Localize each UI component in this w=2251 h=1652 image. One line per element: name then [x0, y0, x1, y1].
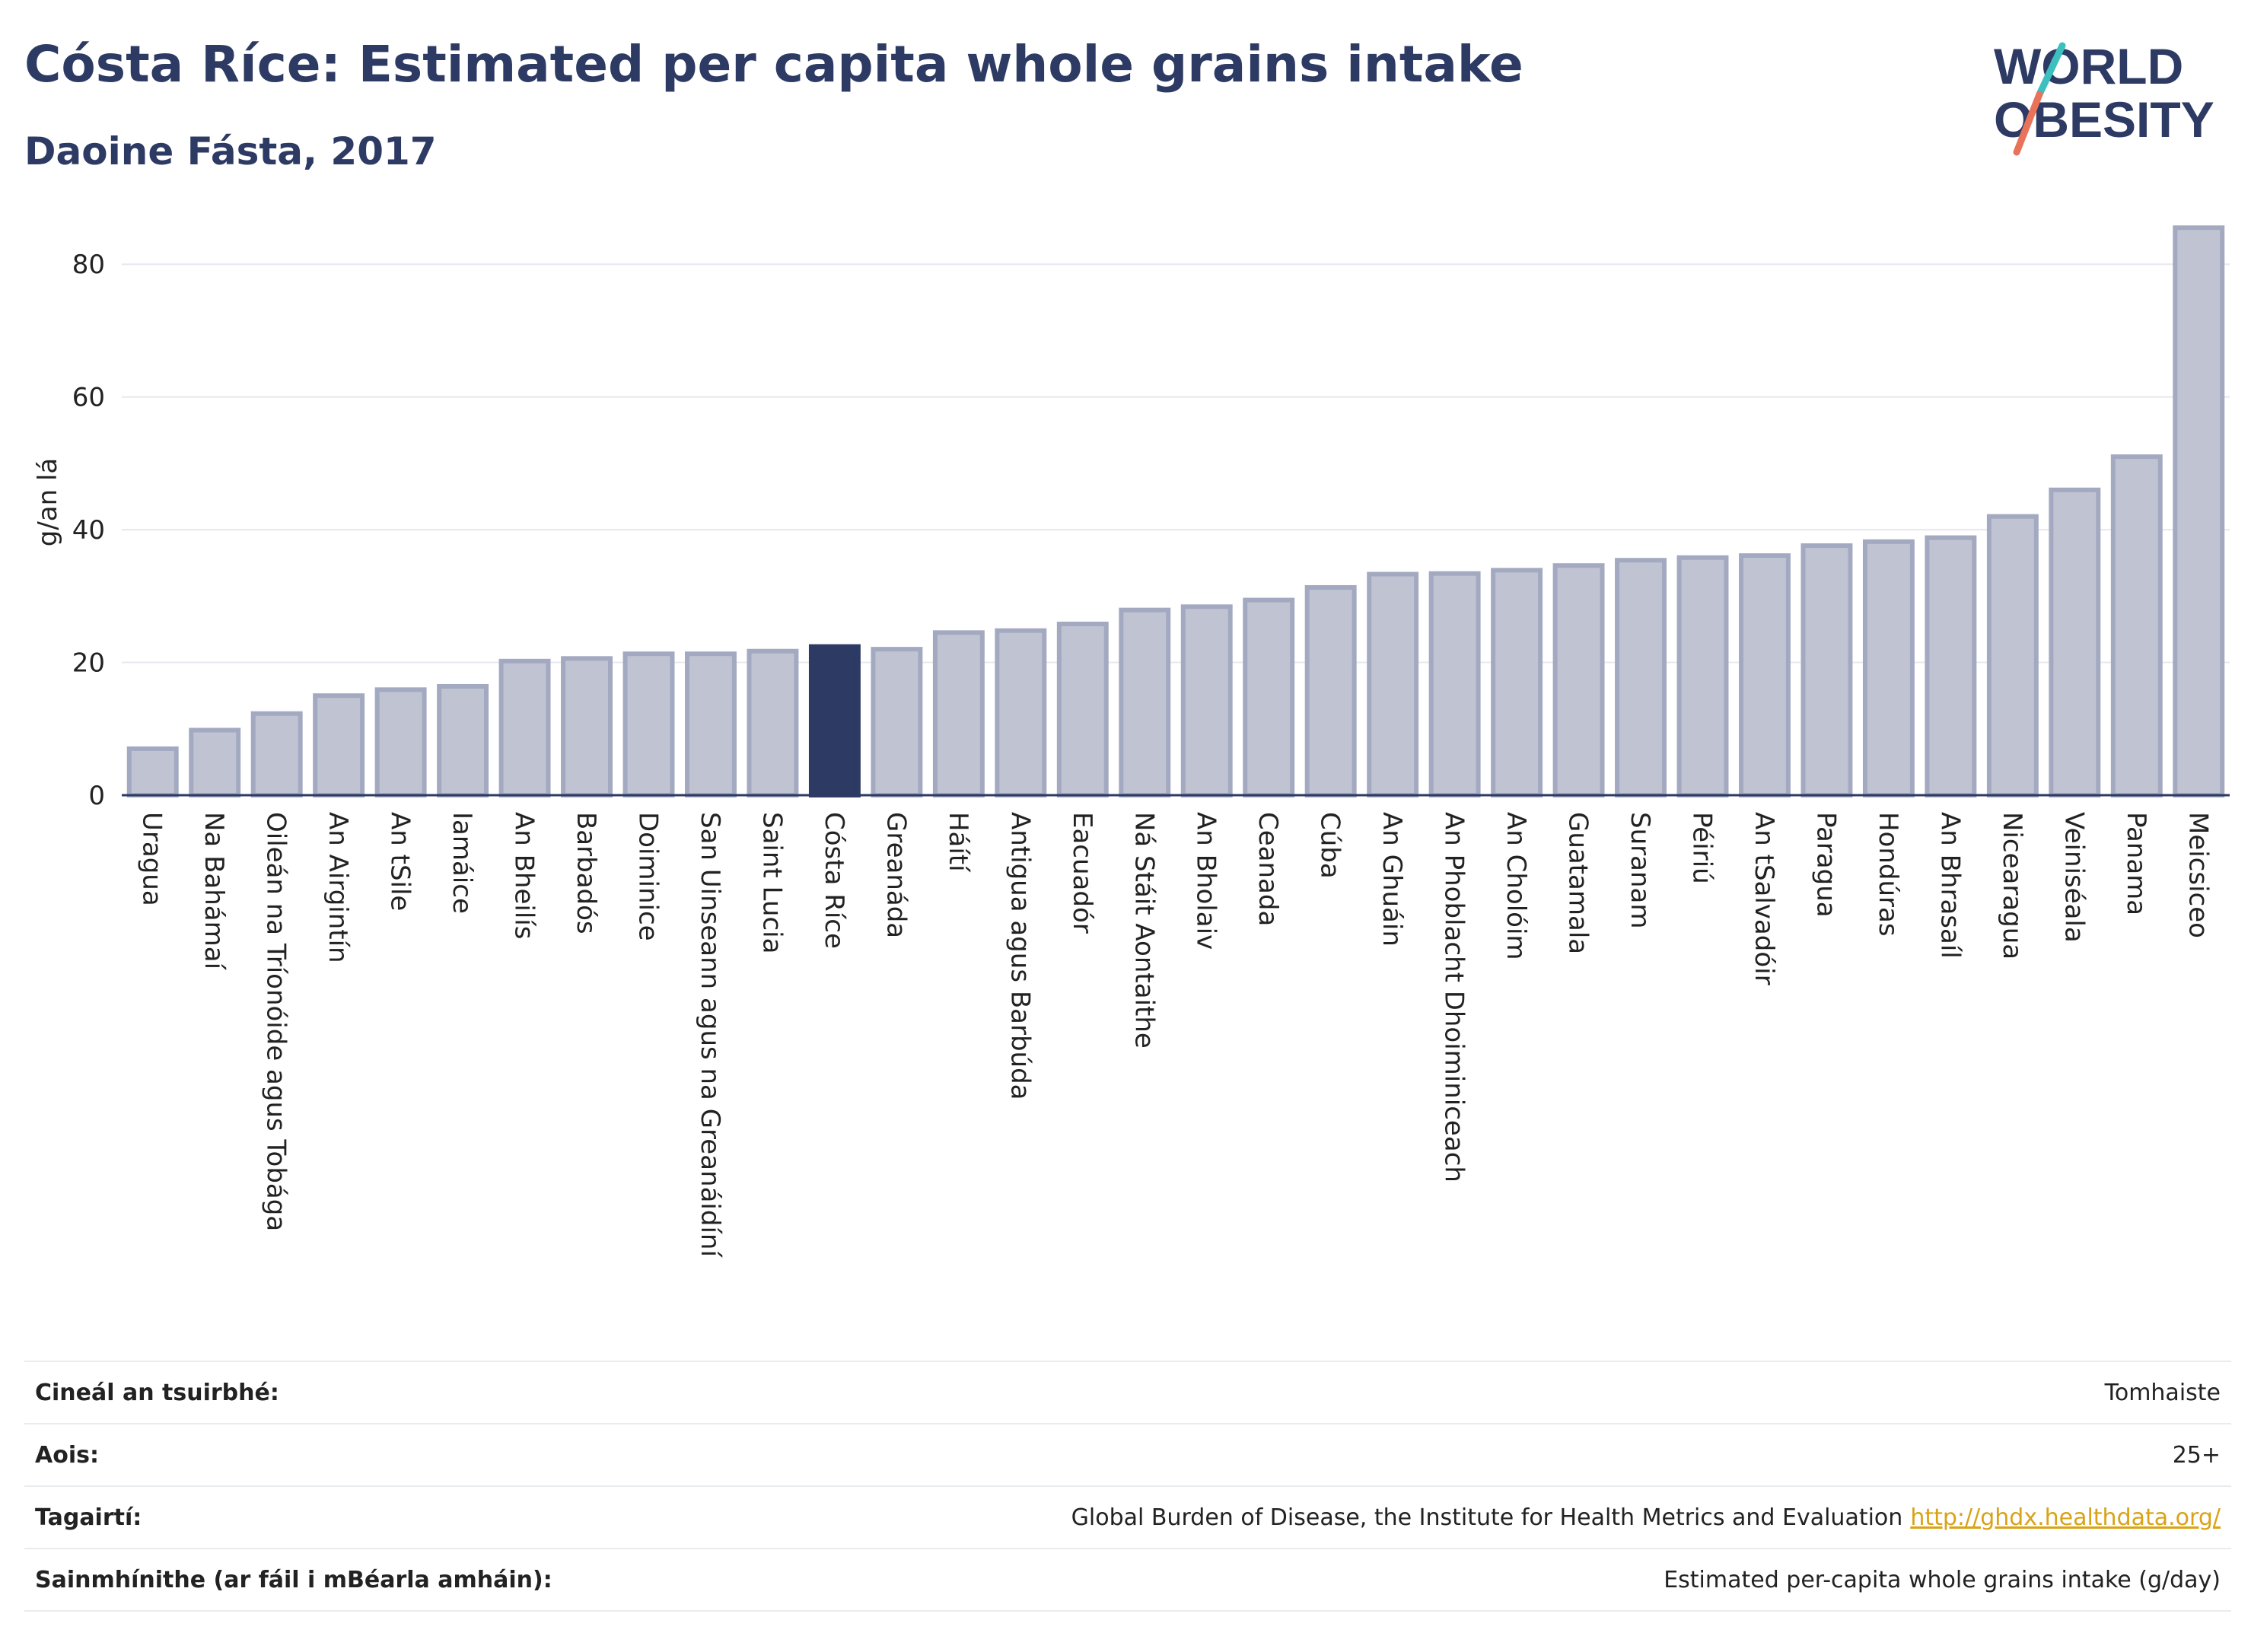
bar[interactable] [747, 648, 799, 797]
info-row-age: Aois: 25+ [24, 1423, 2231, 1486]
bar-chart: 0 20 40 60 80 Uragua Na Bahámaí Oileán na Trío… [33, 225, 2230, 1258]
y-tick-label: 60 [72, 383, 105, 413]
bar[interactable] [1056, 621, 1109, 798]
x-tick-label: Saint Lucia [756, 812, 787, 953]
bar[interactable] [250, 711, 303, 798]
bar[interactable] [561, 656, 613, 797]
info-row-references: Tagairtí: Global Burden of Disease, the … [24, 1485, 2231, 1549]
reference-link[interactable]: http://ghdx.healthdata.org/ [1910, 1504, 2221, 1531]
bar[interactable] [437, 683, 489, 798]
chart-subtitle: Daoine Fásta, 2017 [24, 129, 437, 173]
bar[interactable] [1800, 543, 1853, 797]
y-tick-label: 20 [72, 648, 105, 679]
bar[interactable] [1180, 604, 1233, 797]
bar[interactable] [126, 746, 179, 798]
x-tick-label: Péiriú [1687, 812, 1718, 884]
x-tick-label: Guatamala [1563, 812, 1594, 954]
bar[interactable] [2173, 225, 2225, 797]
x-tick-label: An Phoblacht Dhoiminiceach [1439, 812, 1469, 1183]
x-tick-label: An Airgintín [323, 812, 353, 963]
x-tick-label: Oileán na Tríonóide agus Tobága [261, 812, 291, 1231]
x-tick-label: An Bhrasaíl [1934, 812, 1965, 959]
bar[interactable] [313, 693, 365, 798]
info-value: Global Burden of Disease, the Institute … [1071, 1504, 1903, 1531]
info-label: Cineál an tsuirbhé: [24, 1361, 720, 1424]
x-tick-label: Cúba [1315, 812, 1345, 879]
bar[interactable] [1676, 555, 1729, 797]
bar[interactable] [1428, 571, 1481, 798]
info-label: Sainmhínithe (ar fáil i mBéarla amháin): [24, 1548, 720, 1612]
x-tick-label: Eacuadór [1067, 812, 1097, 934]
bar[interactable] [498, 658, 551, 797]
bar[interactable] [1119, 607, 1171, 798]
x-tick-label: An Cholóim [1501, 812, 1531, 960]
y-tick-label: 80 [72, 250, 105, 280]
x-tick-label: Hondúras [1873, 812, 1903, 937]
x-tick-label: Ná Stáit Aontaithe [1129, 812, 1159, 1049]
x-tick-label: Na Bahámaí [199, 812, 229, 971]
world-obesity-logo: WORLD OBESITY [1994, 38, 2214, 156]
bar[interactable] [1243, 597, 1295, 797]
y-tick-label: 0 [88, 781, 105, 811]
logo-text-world: WORLD [1994, 38, 2183, 94]
x-tick-label: Greanáda [880, 812, 911, 938]
x-tick-label: Cósta Ríce [819, 812, 849, 949]
info-value: Tomhaiste [719, 1361, 2231, 1424]
y-tick-label: 40 [72, 515, 105, 546]
x-tick-label: Nicearagua [1997, 812, 2027, 960]
bar[interactable] [1739, 553, 1791, 798]
info-label: Aois: [24, 1423, 720, 1486]
bar[interactable] [1925, 535, 1977, 797]
info-row-survey-type: Cineál an tsuirbhé: Tomhaiste [24, 1361, 2231, 1424]
logo-slash-teal [2036, 42, 2066, 98]
bar[interactable] [189, 727, 241, 797]
bar[interactable] [1615, 558, 1667, 797]
bar[interactable] [374, 687, 427, 797]
info-label: Tagairtí: [24, 1485, 720, 1549]
x-tick-label: Veiniséala [2058, 812, 2089, 943]
x-tick-label: Doiminice [633, 812, 664, 941]
info-value: 25+ [719, 1423, 2231, 1486]
bar[interactable] [995, 628, 1047, 798]
x-tick-label: Antigua agus Barbúda [1005, 812, 1035, 1100]
x-axis-labels: Uragua Na Bahámaí Oileán na Tríonóide agus… [137, 812, 2214, 1258]
bar[interactable] [2110, 454, 2163, 798]
x-tick-label: An tSile [385, 812, 415, 911]
bar[interactable] [622, 651, 675, 798]
x-tick-label: An Bholaiv [1191, 812, 1221, 950]
logo-slash-coral [2013, 91, 2043, 156]
x-tick-label: Panama [2121, 812, 2151, 915]
bar[interactable] [1862, 539, 1915, 797]
x-tick-label: Paragua [1810, 812, 1841, 918]
bar[interactable] [2049, 487, 2101, 797]
x-tick-label: Meicsiceo [2183, 812, 2213, 938]
x-tick-label: An Bheilís [509, 812, 540, 939]
x-tick-label: Ceanada [1253, 812, 1283, 926]
chart-title: Cósta Ríce: Estimated per capita whole g… [24, 35, 1523, 94]
x-tick-label: Uragua [137, 812, 167, 906]
x-tick-label: Háítí [943, 812, 973, 873]
x-tick-label: An Ghuáin [1377, 812, 1407, 947]
y-axis-label: g/an lá [33, 458, 63, 547]
bars [126, 225, 2225, 798]
x-tick-label: San Uinseann agus na Greanáidíní [695, 812, 725, 1258]
bar[interactable] [1367, 571, 1419, 797]
bar[interactable] [1986, 514, 2039, 798]
bar-highlight[interactable] [808, 644, 861, 797]
bar[interactable] [1491, 568, 1543, 797]
info-table: Cineál an tsuirbhé: Tomhaiste Aois: 25+ … [24, 1361, 2231, 1612]
x-tick-label: Iamáice [447, 812, 477, 914]
bar[interactable] [1304, 584, 1357, 797]
bar[interactable] [871, 647, 923, 797]
y-axis-ticks: 0 20 40 60 80 [72, 250, 105, 811]
bar[interactable] [1552, 563, 1605, 797]
x-tick-label: An tSalvadóir [1749, 812, 1779, 985]
x-tick-label: Suranam [1625, 812, 1655, 928]
bar[interactable] [932, 630, 985, 797]
info-value: Estimated per-capita whole grains intake… [719, 1548, 2231, 1612]
info-row-definitions: Sainmhínithe (ar fáil i mBéarla amháin):… [24, 1548, 2231, 1612]
bar[interactable] [685, 651, 737, 798]
x-tick-label: Barbadós [571, 812, 601, 934]
